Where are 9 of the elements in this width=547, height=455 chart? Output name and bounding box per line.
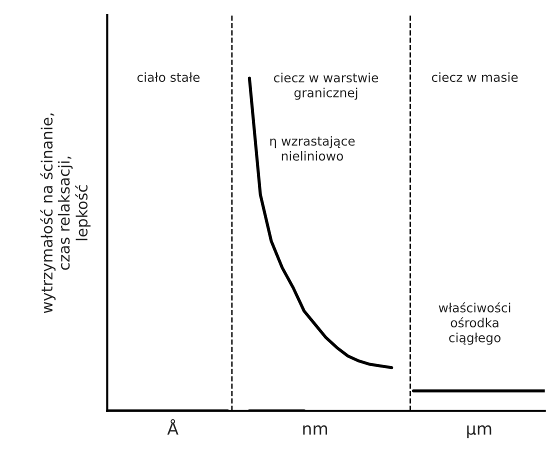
annotation: ciało stałe xyxy=(137,72,200,82)
annotation: właściwości ośrodka ciągłego xyxy=(438,302,510,345)
annotation: ciecz w warstwie granicznej xyxy=(274,72,378,100)
x-tick-label: µm xyxy=(467,425,492,438)
x-tick-label: nm xyxy=(303,425,328,435)
annotation: ciecz w masie xyxy=(432,72,518,82)
annotation: η wzrastające nieliniowo xyxy=(270,136,355,161)
x-tick-label: Å xyxy=(167,419,178,435)
y-axis-title: wytrzymałość na ścinanie, czas relaksacji, lepkość xyxy=(40,114,91,314)
